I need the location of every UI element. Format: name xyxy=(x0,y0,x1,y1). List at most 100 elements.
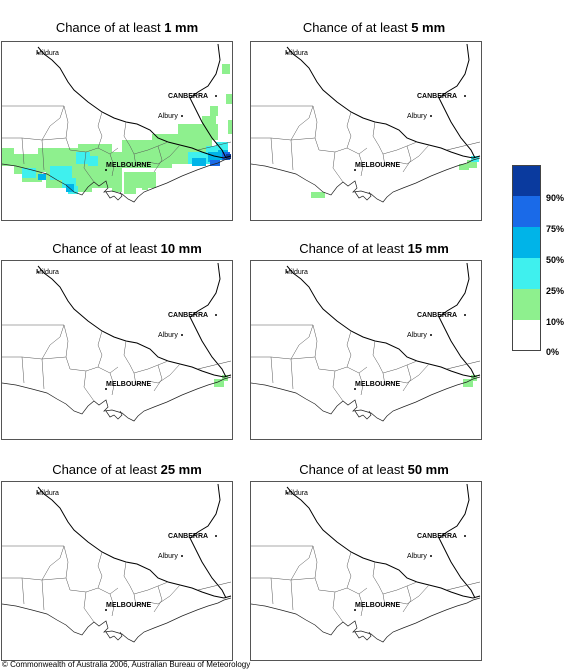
border-extension xyxy=(446,141,481,151)
canberra-label: CANBERRA xyxy=(168,312,208,319)
district-boundary xyxy=(63,324,119,374)
district-boundary xyxy=(109,593,115,617)
district-boundary xyxy=(290,579,294,611)
district-boundary xyxy=(372,561,418,595)
state-border xyxy=(37,46,232,159)
map-svg: Mildura CANBERRA Albury MELBOURNE xyxy=(251,483,481,643)
district-boundary xyxy=(332,151,344,183)
district-boundary xyxy=(41,105,65,141)
district-boundary xyxy=(251,137,316,141)
melbourne-label: MELBOURNE xyxy=(106,381,151,388)
district-boundary xyxy=(290,105,314,141)
district-boundary xyxy=(153,585,163,613)
border-extension xyxy=(197,141,232,151)
mildura-marker xyxy=(286,271,288,273)
district-boundary xyxy=(346,111,352,149)
map-svg: Mildura CANBERRA Albury MELBOURNE xyxy=(2,262,232,422)
canberra-label: CANBERRA xyxy=(168,93,208,100)
map-50mm: Mildura CANBERRA Albury MELBOURNE xyxy=(250,481,482,661)
rain-cell-0-13 xyxy=(124,172,136,194)
rain-cell-0-1 xyxy=(50,166,72,180)
port-phillip-bay xyxy=(354,631,372,641)
legend-label-0: 0% xyxy=(546,347,560,357)
legend-label-25: 25% xyxy=(546,286,565,296)
canberra-marker xyxy=(464,535,466,537)
mildura-label: Mildura xyxy=(285,50,308,57)
rain-cell-0-5 xyxy=(88,156,98,166)
mildura-label: Mildura xyxy=(36,269,59,276)
district-boundary xyxy=(290,545,314,581)
melbourne-marker xyxy=(354,388,356,390)
district-boundary xyxy=(153,364,163,392)
district-boundary xyxy=(123,561,169,595)
district-boundary xyxy=(97,111,103,149)
port-phillip-bay xyxy=(354,410,372,420)
port-phillip-bay xyxy=(105,410,123,420)
canberra-marker xyxy=(464,95,466,97)
port-phillip-bay xyxy=(354,191,372,201)
rain-cell-2-0 xyxy=(214,379,224,387)
rain-cell-0-11 xyxy=(226,94,232,104)
canberra-marker xyxy=(215,535,217,537)
state-border xyxy=(37,265,232,378)
district-boundary xyxy=(2,356,67,360)
albury-label: Albury xyxy=(407,332,427,339)
coastline xyxy=(2,157,232,203)
district-boundary xyxy=(97,551,103,589)
panel-title-10mm: Chance of at least 10 mm xyxy=(52,241,202,256)
mildura-marker xyxy=(286,492,288,494)
district-boundary xyxy=(346,330,352,368)
district-boundary xyxy=(402,145,412,173)
district-boundary xyxy=(372,121,418,155)
map-svg: Mildura CANBERRA Albury MELBOURNE xyxy=(2,43,232,203)
district-boundary xyxy=(358,593,364,617)
mildura-marker xyxy=(37,52,39,54)
rain-cell-0-10 xyxy=(222,64,230,74)
copyright-notice: © Commonwealth of Australia 2006, Austra… xyxy=(2,660,251,669)
canberra-marker xyxy=(464,314,466,316)
district-boundary xyxy=(97,330,103,368)
district-boundary xyxy=(2,577,67,581)
mildura-marker xyxy=(286,52,288,54)
albury-marker xyxy=(430,555,432,557)
mildura-label: Mildura xyxy=(285,269,308,276)
rain-cell-1-1 xyxy=(459,164,469,170)
district-boundary xyxy=(41,545,65,581)
map-15mm: Mildura CANBERRA Albury MELBOURNE xyxy=(250,260,482,440)
albury-label: Albury xyxy=(407,553,427,560)
state-border xyxy=(286,265,481,378)
canberra-marker xyxy=(215,95,217,97)
legend-swatch-90 xyxy=(512,165,541,196)
state-border xyxy=(286,46,481,159)
district-boundary xyxy=(312,324,368,374)
albury-marker xyxy=(181,115,183,117)
district-boundary xyxy=(346,551,352,589)
legend-swatch-0 xyxy=(512,320,541,351)
district-boundary xyxy=(109,372,115,396)
district-boundary xyxy=(332,591,344,623)
rain-cell-0-8 xyxy=(202,116,216,128)
map-5mm: Mildura CANBERRA Albury MELBOURNE xyxy=(250,41,482,221)
map-1mm: Mildura CANBERRA Albury MELBOURNE xyxy=(1,41,233,221)
legend-swatch-50 xyxy=(512,227,541,258)
district-boundary xyxy=(372,340,418,374)
rain-cell-0-1 xyxy=(210,160,220,166)
canberra-label: CANBERRA xyxy=(168,533,208,540)
district-boundary xyxy=(83,370,95,402)
border-extension xyxy=(446,360,481,370)
district-boundary xyxy=(332,370,344,402)
district-boundary xyxy=(290,358,294,390)
mildura-label: Mildura xyxy=(285,490,308,497)
mildura-marker xyxy=(37,492,39,494)
district-boundary xyxy=(133,584,181,607)
rain-cell-1-0 xyxy=(471,156,479,162)
mildura-label: Mildura xyxy=(36,50,59,57)
albury-label: Albury xyxy=(158,113,178,120)
canberra-label: CANBERRA xyxy=(417,533,457,540)
act-border xyxy=(189,483,227,599)
district-boundary xyxy=(270,356,274,384)
act-border xyxy=(438,483,476,599)
rain-cell-0-4 xyxy=(76,152,90,164)
district-boundary xyxy=(63,545,119,595)
legend-label-10: 10% xyxy=(546,317,565,327)
